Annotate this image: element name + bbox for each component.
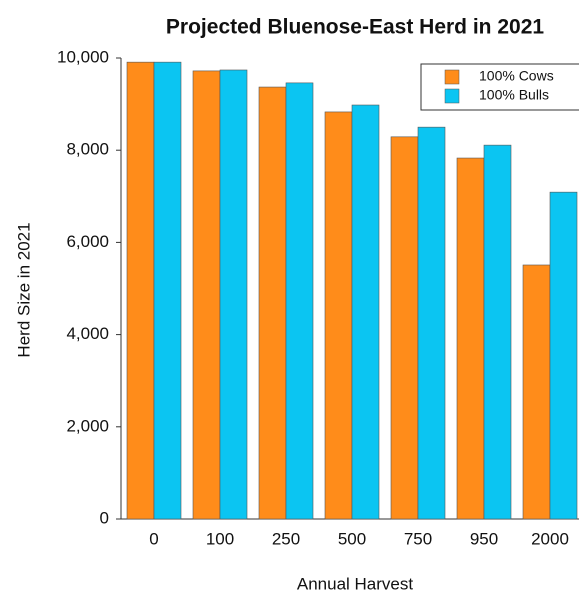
y-axis-label: Herd Size in 2021 — [14, 222, 33, 357]
bar — [324, 111, 353, 520]
y-tick-label: 0 — [100, 508, 109, 527]
x-tick-label: 2000 — [531, 529, 569, 548]
bar — [258, 86, 287, 520]
x-tick-label: 100 — [206, 529, 234, 548]
x-axis-label: Annual Harvest — [297, 574, 414, 593]
legend-swatch — [444, 88, 460, 104]
y-tick-label: 6,000 — [66, 232, 109, 251]
bar — [522, 264, 551, 520]
bar — [549, 191, 578, 520]
bar — [483, 144, 512, 520]
bar — [219, 69, 248, 520]
bar — [456, 157, 485, 520]
y-tick-label: 8,000 — [66, 140, 109, 159]
y-tick-label: 4,000 — [66, 324, 109, 343]
bar — [285, 82, 314, 520]
bar — [417, 126, 446, 520]
x-tick-label: 0 — [149, 529, 158, 548]
y-tick-label: 2,000 — [66, 416, 109, 435]
x-tick-label: 500 — [338, 529, 366, 548]
bar — [351, 104, 380, 520]
legend-swatch — [444, 69, 460, 85]
y-tick-label: 10,000 — [57, 47, 109, 66]
x-tick-label: 750 — [404, 529, 432, 548]
x-tick-label: 250 — [272, 529, 300, 548]
x-tick-label: 950 — [470, 529, 498, 548]
legend-label: 100% Bulls — [479, 87, 549, 103]
bar — [192, 70, 221, 520]
legend-label: 100% Cows — [479, 68, 554, 84]
chart-title: Projected Bluenose-East Herd in 2021 — [166, 16, 544, 39]
bar — [126, 61, 155, 520]
bar — [390, 136, 419, 520]
bar — [153, 61, 182, 520]
